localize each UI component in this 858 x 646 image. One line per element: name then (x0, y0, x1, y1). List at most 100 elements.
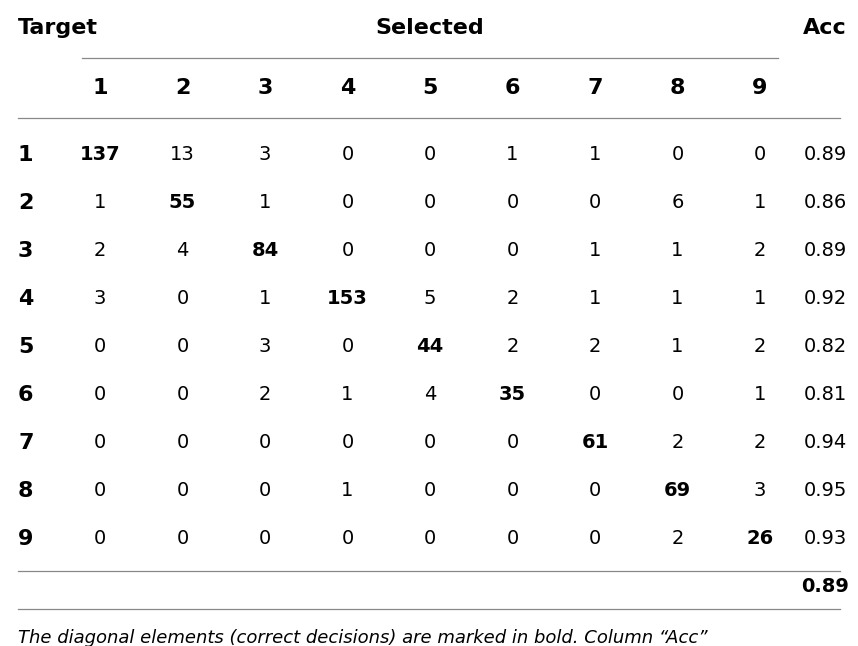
Text: 0: 0 (341, 530, 353, 548)
Text: 0: 0 (424, 433, 436, 452)
Text: 0: 0 (94, 481, 106, 501)
Text: 2: 2 (589, 337, 601, 357)
Text: 13: 13 (170, 145, 195, 165)
Text: 2: 2 (671, 530, 684, 548)
Text: 4: 4 (176, 242, 189, 260)
Text: 2: 2 (175, 78, 190, 98)
Text: 0: 0 (177, 337, 189, 357)
Text: 2: 2 (94, 242, 106, 260)
Text: 0: 0 (424, 242, 436, 260)
Text: 0: 0 (506, 433, 518, 452)
Text: 2: 2 (754, 242, 766, 260)
Text: 0.92: 0.92 (803, 289, 847, 309)
Text: 9: 9 (18, 529, 33, 549)
Text: 1: 1 (259, 194, 271, 213)
Text: 1: 1 (259, 289, 271, 309)
Text: 2: 2 (506, 337, 519, 357)
Text: 0: 0 (424, 145, 436, 165)
Text: 0: 0 (341, 242, 353, 260)
Text: 0: 0 (671, 145, 684, 165)
Text: 0: 0 (589, 194, 601, 213)
Text: 0: 0 (259, 481, 271, 501)
Text: 153: 153 (327, 289, 368, 309)
Text: 0: 0 (506, 481, 518, 501)
Text: 0: 0 (506, 242, 518, 260)
Text: 1: 1 (341, 481, 353, 501)
Text: 1: 1 (506, 145, 519, 165)
Text: 84: 84 (251, 242, 279, 260)
Text: 0: 0 (341, 145, 353, 165)
Text: 8: 8 (18, 481, 33, 501)
Text: 0.81: 0.81 (803, 386, 847, 404)
Text: 4: 4 (18, 289, 33, 309)
Text: 5: 5 (422, 78, 438, 98)
Text: 35: 35 (499, 386, 526, 404)
Text: 2: 2 (671, 433, 684, 452)
Text: 0: 0 (177, 433, 189, 452)
Text: 1: 1 (671, 289, 684, 309)
Text: 0: 0 (341, 194, 353, 213)
Text: 1: 1 (94, 194, 106, 213)
Text: 0.93: 0.93 (803, 530, 847, 548)
Text: 1: 1 (671, 337, 684, 357)
Text: 0: 0 (177, 289, 189, 309)
Text: 2: 2 (18, 193, 33, 213)
Text: 8: 8 (670, 78, 686, 98)
Text: 0: 0 (671, 386, 684, 404)
Text: 1: 1 (671, 242, 684, 260)
Text: 1: 1 (18, 145, 33, 165)
Text: 3: 3 (754, 481, 766, 501)
Text: 4: 4 (340, 78, 355, 98)
Text: 1: 1 (589, 289, 601, 309)
Text: 0: 0 (177, 481, 189, 501)
Text: 4: 4 (424, 386, 436, 404)
Text: 0: 0 (589, 530, 601, 548)
Text: 0: 0 (94, 530, 106, 548)
Text: 3: 3 (259, 145, 271, 165)
Text: 0: 0 (424, 530, 436, 548)
Text: 1: 1 (589, 145, 601, 165)
Text: 1: 1 (754, 194, 766, 213)
Text: 7: 7 (18, 433, 33, 453)
Text: 6: 6 (505, 78, 520, 98)
Text: 1: 1 (754, 386, 766, 404)
Text: 3: 3 (259, 337, 271, 357)
Text: 61: 61 (582, 433, 608, 452)
Text: 137: 137 (80, 145, 120, 165)
Text: 0: 0 (259, 433, 271, 452)
Text: Acc: Acc (803, 18, 847, 38)
Text: 2: 2 (259, 386, 271, 404)
Text: 0.89: 0.89 (801, 578, 849, 596)
Text: 0: 0 (424, 481, 436, 501)
Text: Target: Target (18, 18, 98, 38)
Text: 1: 1 (754, 289, 766, 309)
Text: 0: 0 (506, 194, 518, 213)
Text: 5: 5 (18, 337, 33, 357)
Text: 0: 0 (177, 530, 189, 548)
Text: 3: 3 (18, 241, 33, 261)
Text: 0: 0 (754, 145, 766, 165)
Text: 0.89: 0.89 (803, 145, 847, 165)
Text: 0: 0 (424, 194, 436, 213)
Text: 0: 0 (506, 530, 518, 548)
Text: 1: 1 (93, 78, 108, 98)
Text: 0.89: 0.89 (803, 242, 847, 260)
Text: 0: 0 (94, 337, 106, 357)
Text: The diagonal elements (correct decisions) are marked in bold. Column “Acc”: The diagonal elements (correct decisions… (18, 629, 708, 646)
Text: 0: 0 (341, 337, 353, 357)
Text: 2: 2 (506, 289, 519, 309)
Text: 0: 0 (589, 386, 601, 404)
Text: 0: 0 (94, 386, 106, 404)
Text: 0: 0 (341, 433, 353, 452)
Text: 7: 7 (587, 78, 603, 98)
Text: 55: 55 (169, 194, 196, 213)
Text: 26: 26 (746, 530, 774, 548)
Text: 6: 6 (671, 194, 684, 213)
Text: 5: 5 (424, 289, 436, 309)
Text: 0: 0 (177, 386, 189, 404)
Text: 69: 69 (664, 481, 691, 501)
Text: 9: 9 (752, 78, 768, 98)
Text: 0: 0 (94, 433, 106, 452)
Text: 2: 2 (754, 337, 766, 357)
Text: 6: 6 (18, 385, 33, 405)
